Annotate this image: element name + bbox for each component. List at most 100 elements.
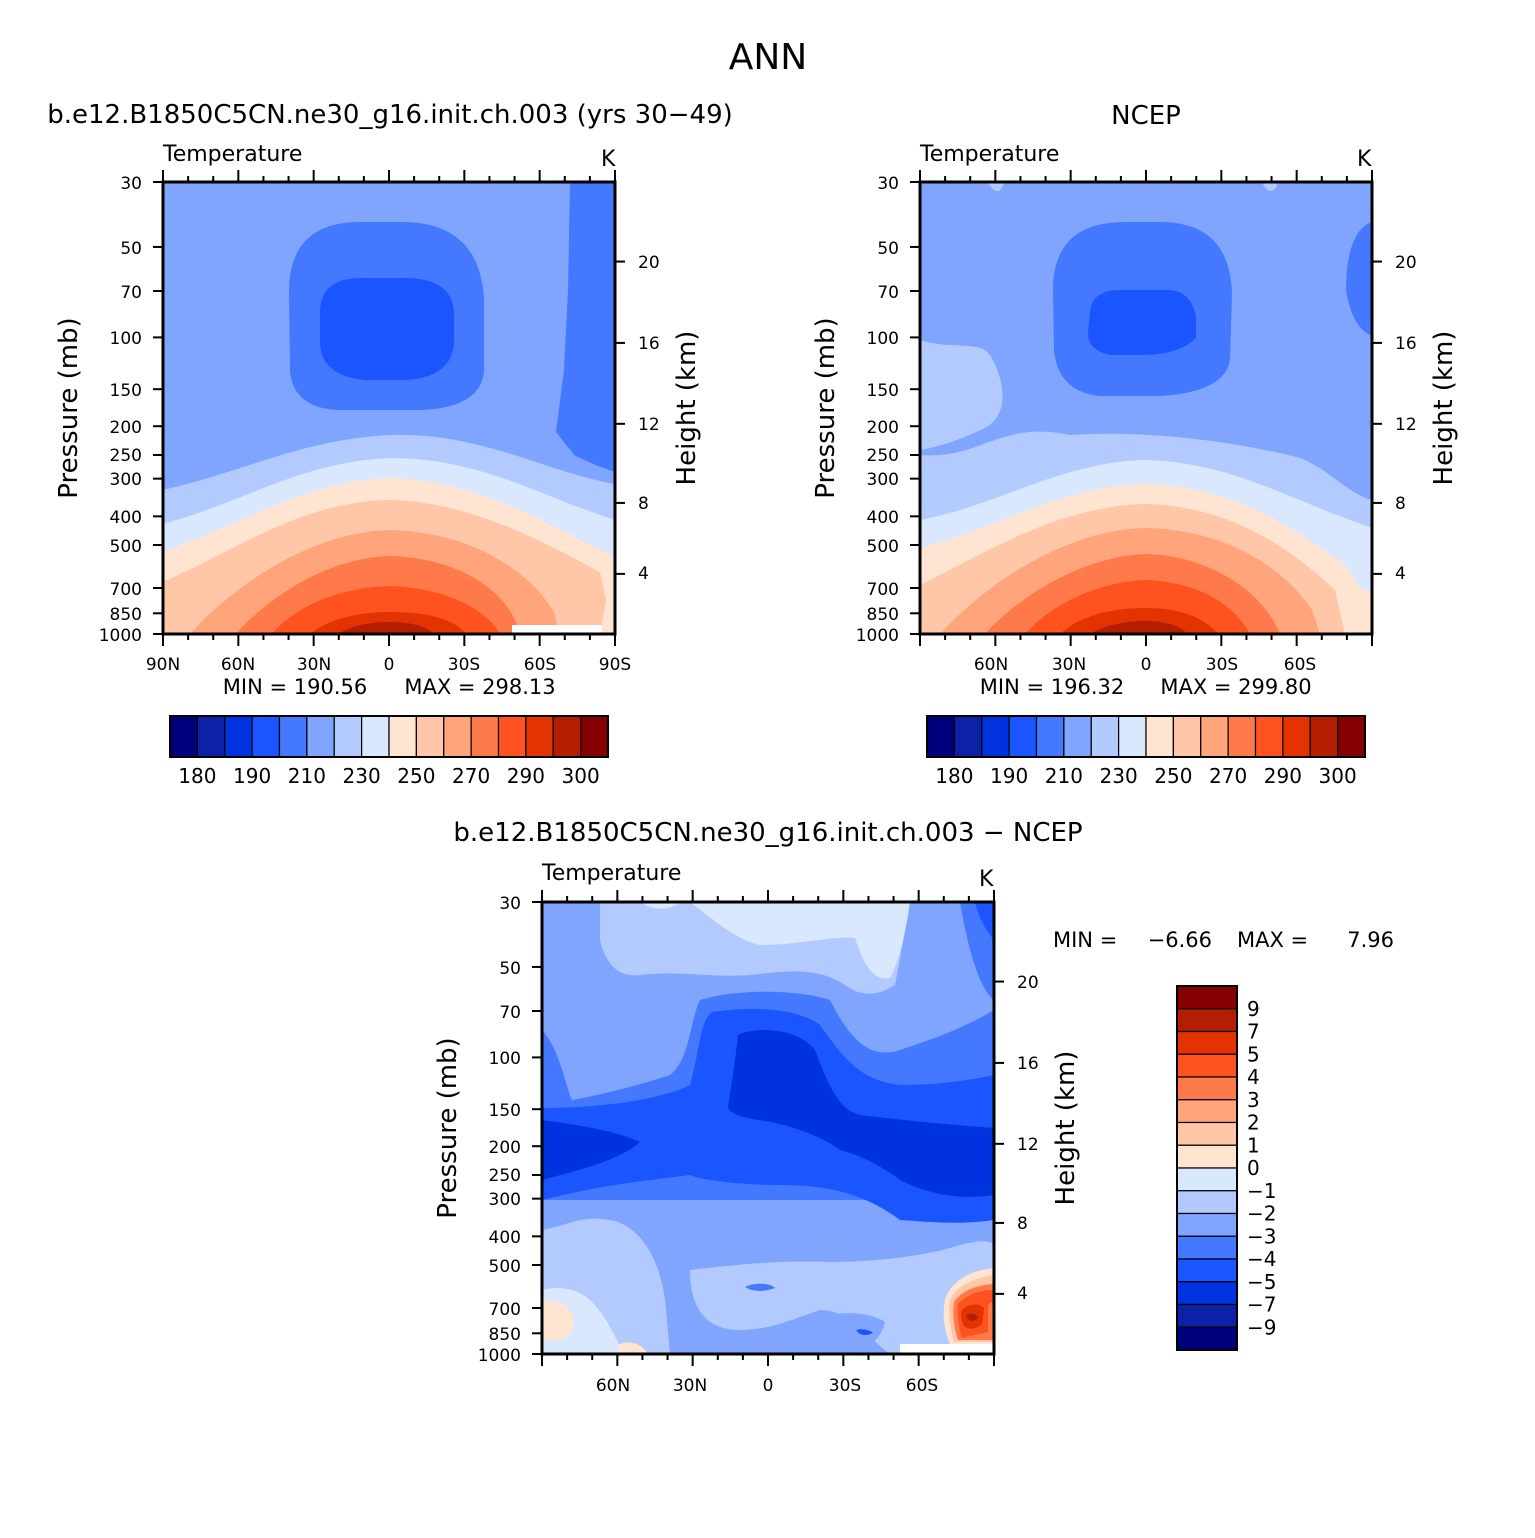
colorbar-label: 4 [1247, 1065, 1260, 1089]
colorbar-label: 250 [1154, 764, 1192, 788]
contour-band-300 [338, 622, 434, 634]
colorbar-label: −4 [1247, 1247, 1276, 1271]
pressure-tick-50: 50 [120, 239, 142, 259]
colorbar-swatch [1176, 1326, 1238, 1351]
obs-pressure-labels: 30 50 70 100 150 200 250 300 400 500 700… [856, 174, 899, 646]
contour-band-230-top-a [988, 182, 1004, 192]
colorbar-swatch [497, 715, 527, 758]
lat-tick-90N: 90N [146, 655, 180, 675]
colorbar-frame [169, 715, 609, 758]
model-panel: Temperature K 30 50 70 100 150 200 250 3… [54, 142, 702, 788]
season-title: ANN [729, 37, 808, 78]
pressure-tick-100: 100 [867, 329, 899, 349]
pressure-tick-100: 100 [489, 1049, 521, 1069]
lat-tick-30N: 30N [1052, 655, 1086, 675]
colorbar-swatch [1176, 985, 1238, 1010]
colorbar-swatch [1176, 1303, 1238, 1328]
colorbar-label: −3 [1247, 1224, 1276, 1248]
colorbar-label: −5 [1247, 1270, 1276, 1294]
obs-colorbar: 180 190 210 230 250 270 290 300 [926, 715, 1366, 788]
model-ylabel-right: Height (km) [672, 331, 702, 486]
colorbar-label: 290 [1264, 764, 1302, 788]
model-pressure-labels: 30 50 70 100 150 200 250 300 400 500 700… [99, 174, 142, 646]
contour-band-m4-spot [856, 1329, 873, 1335]
lat-tick-0: 0 [384, 655, 395, 675]
pressure-tick-70: 70 [120, 283, 142, 303]
diff-ylabel-right: Height (km) [1051, 1051, 1081, 1206]
colorbar-swatch [1176, 1167, 1238, 1192]
model-axis-ticks [153, 170, 625, 646]
pressure-tick-150: 150 [489, 1101, 521, 1121]
colorbar-swatch [1008, 715, 1038, 758]
colorbar-swatch [251, 715, 281, 758]
colorbar-label: −9 [1247, 1315, 1276, 1339]
diff-min-label: MIN = [1053, 928, 1117, 952]
model-lat-labels: 90N 60N 30N 0 30S 60S 90S [146, 655, 631, 675]
colorbar-swatch [1176, 1030, 1238, 1055]
lat-tick-60S: 60S [1284, 655, 1316, 675]
colorbar-label: 190 [233, 764, 271, 788]
diff-panel-title: b.e12.B1850C5CN.ne30_g16.init.ch.003 − N… [453, 818, 1082, 848]
model-height-labels: 20 16 12 8 4 [638, 253, 660, 584]
colorbar-swatch [1176, 1053, 1238, 1078]
pressure-tick-70: 70 [877, 283, 899, 303]
colorbar-frame [1176, 985, 1238, 1351]
colorbar-label: −7 [1247, 1293, 1276, 1317]
contour-band-p9-sp [966, 1313, 978, 1321]
contour-band-210-sp [1346, 222, 1372, 336]
lat-tick-60S: 60S [906, 1376, 938, 1396]
colorbar-label: 250 [397, 764, 435, 788]
colorbar-label: 180 [178, 764, 216, 788]
diff-units-label: K [979, 867, 994, 892]
diff-ylabel-left: Pressure (mb) [433, 1037, 463, 1218]
model-ylabel-left: Pressure (mb) [54, 317, 84, 498]
pressure-tick-1000: 1000 [856, 626, 899, 646]
pressure-tick-700: 700 [110, 580, 142, 600]
colorbar-swatch [1118, 715, 1147, 758]
colorbar-label: 300 [1319, 764, 1357, 788]
colorbar-swatch [1035, 715, 1065, 758]
height-tick-8: 8 [1017, 1214, 1028, 1234]
colorbar-swatch [1200, 715, 1229, 758]
colorbar-label: 230 [343, 764, 381, 788]
colorbar-label: 5 [1247, 1042, 1260, 1066]
colorbar-swatch [1176, 1281, 1238, 1306]
contour-band-m3-spot [745, 1283, 775, 1291]
lat-tick-30N: 30N [673, 1376, 707, 1396]
colorbar-label: 300 [562, 764, 600, 788]
colorbar-swatch [552, 715, 582, 758]
lat-tick-0: 0 [763, 1376, 774, 1396]
colorbar-swatch [1282, 715, 1311, 758]
obs-ylabel-right: Height (km) [1429, 331, 1459, 486]
colorbar-swatch [1227, 715, 1257, 758]
colorbar-swatch [1176, 1258, 1238, 1283]
pressure-tick-200: 200 [867, 418, 899, 438]
height-tick-20: 20 [1395, 253, 1417, 273]
lat-tick-90S: 90S [599, 655, 631, 675]
lat-tick-60N: 60N [596, 1376, 630, 1396]
height-tick-12: 12 [1017, 1135, 1039, 1155]
height-tick-4: 4 [1017, 1284, 1028, 1304]
lat-tick-30S: 30S [1206, 655, 1238, 675]
colorbar-swatch [361, 715, 390, 758]
pressure-tick-200: 200 [110, 418, 142, 438]
contour-band-0-top [690, 902, 910, 979]
diff-panel-label: Temperature [541, 861, 681, 886]
colorbar-swatch [1090, 715, 1120, 758]
diff-height-labels: 20 16 12 8 4 [1017, 973, 1039, 1304]
diff-contour-field [542, 902, 994, 1354]
pressure-tick-500: 500 [489, 1257, 521, 1277]
model-contour-field [163, 182, 615, 634]
diff-pressure-labels: 30 50 70 100 150 200 250 300 400 500 700… [478, 894, 521, 1366]
model-panel-title: b.e12.B1850C5CN.ne30_g16.init.ch.003 (yr… [47, 100, 733, 130]
pressure-tick-300: 300 [489, 1190, 521, 1210]
colorbar-swatch [1145, 715, 1174, 758]
obs-min-label: MIN = 196.32 [980, 675, 1124, 699]
colorbar-label: 210 [1045, 764, 1083, 788]
model-min-label: MIN = 190.56 [223, 675, 367, 699]
diff-max-value: 7.96 [1347, 928, 1394, 952]
pressure-tick-30: 30 [877, 174, 899, 194]
height-tick-20: 20 [1017, 973, 1039, 993]
